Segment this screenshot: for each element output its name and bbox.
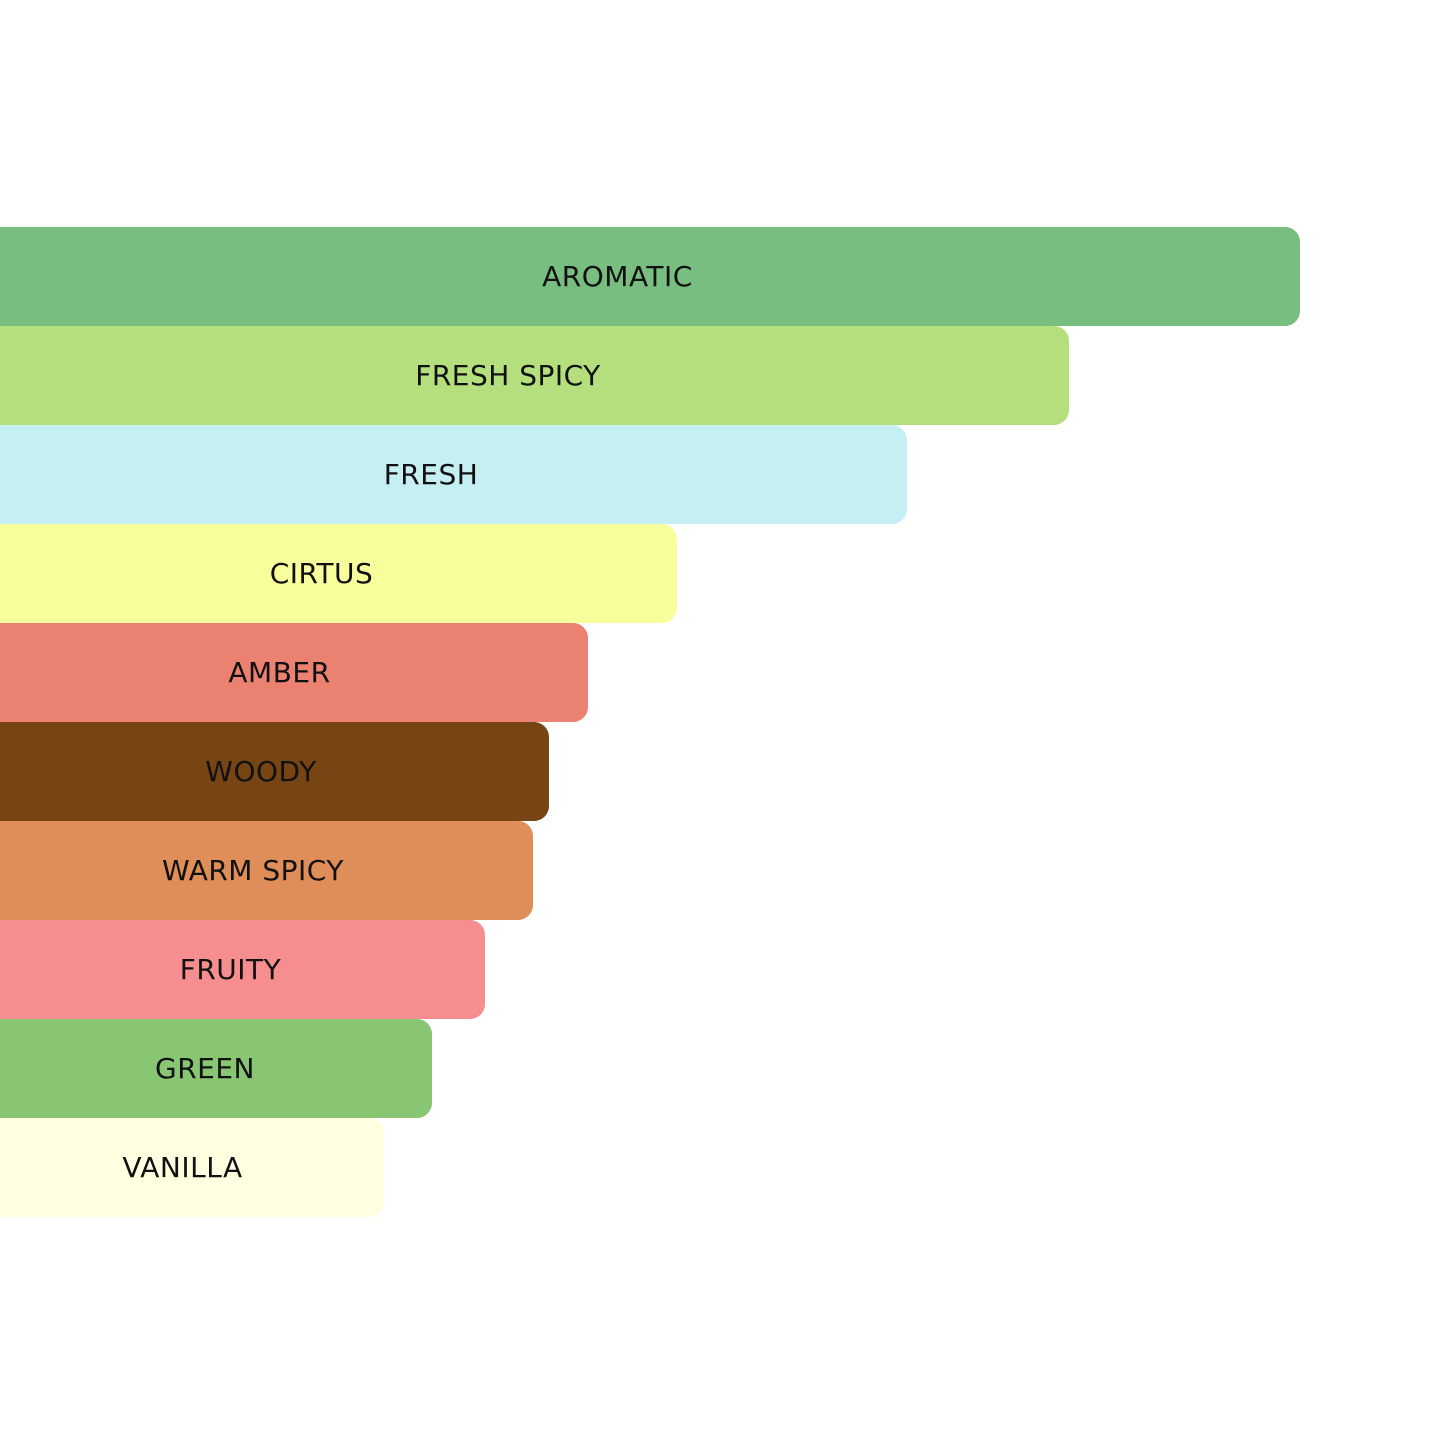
accord-bar-fruity: FRUITY: [0, 920, 485, 1019]
accord-bar-label: WOODY: [205, 755, 317, 788]
accord-bar-label: AMBER: [228, 656, 331, 689]
accord-bar-woody: WOODY: [0, 722, 549, 821]
accord-bar-warm-spicy: WARM SPICY: [0, 821, 533, 920]
accord-bar-cirtus: CIRTUS: [0, 524, 677, 623]
accord-bar-green: GREEN: [0, 1019, 432, 1118]
accord-bar-label: GREEN: [155, 1052, 255, 1085]
accord-bar-label: FRESH: [383, 458, 479, 491]
accord-bar-aromatic: AROMATIC: [0, 227, 1300, 326]
accord-bar-label: FRUITY: [179, 953, 282, 986]
accord-bar-label: VANILLA: [122, 1151, 243, 1184]
accord-bar-label: WARM SPICY: [162, 854, 344, 887]
accord-bar-fresh: FRESH: [0, 425, 907, 524]
accord-bar-label: CIRTUS: [269, 557, 374, 590]
accord-bar-label: FRESH SPICY: [415, 359, 601, 392]
accord-bar-vanilla: VANILLA: [0, 1118, 384, 1217]
accord-bar-label: AROMATIC: [542, 260, 693, 293]
accord-bar-fresh-spicy: FRESH SPICY: [0, 326, 1069, 425]
accord-bar-amber: AMBER: [0, 623, 588, 722]
